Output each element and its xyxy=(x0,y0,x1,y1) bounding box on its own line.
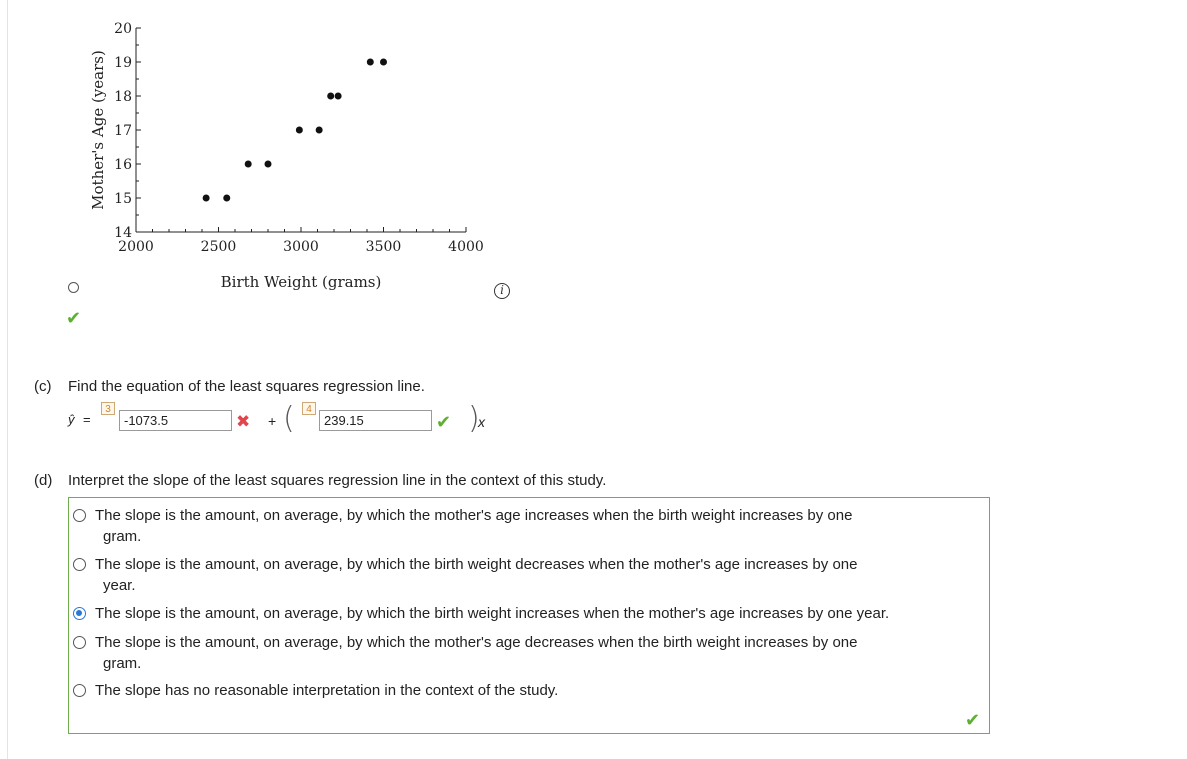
yhat-symbol: ŷ xyxy=(68,412,75,427)
y-tick-label: 20 xyxy=(114,21,132,37)
option-5[interactable]: The slope has no reasonable interpretati… xyxy=(73,680,973,701)
option-4-label: The slope is the amount, on average, by … xyxy=(95,634,858,672)
y-tick-label: 15 xyxy=(114,191,132,207)
y-tick-label: 19 xyxy=(114,55,132,71)
part-c-prompt: Find the equation of the least squares r… xyxy=(68,378,425,395)
intercept-input[interactable] xyxy=(119,410,232,431)
y-tick-label: 14 xyxy=(114,225,132,241)
x-tick-label: 4000 xyxy=(448,239,484,255)
graph-correct-check-icon: ✔ xyxy=(66,308,82,328)
x-tick-labels: 2000 2500 3000 3500 4000 xyxy=(118,239,484,255)
option-4[interactable]: The slope is the amount, on average, by … xyxy=(73,632,973,674)
option-2-radio[interactable] xyxy=(73,558,86,571)
x-variable: x xyxy=(478,414,485,430)
x-tick-label: 3500 xyxy=(366,239,402,255)
y-tick-label: 18 xyxy=(114,89,132,105)
option-2-label: The slope is the amount, on average, by … xyxy=(95,556,858,594)
option-3-radio-selected[interactable] xyxy=(73,607,86,620)
y-tick-label: 16 xyxy=(114,157,132,173)
option-5-label: The slope has no reasonable interpretati… xyxy=(95,682,559,699)
intercept-incorrect-icon: ✖ xyxy=(236,412,251,431)
graph-option-radio[interactable] xyxy=(68,282,79,293)
slope-input[interactable] xyxy=(319,410,432,431)
info-icon[interactable]: i xyxy=(494,283,510,299)
slope-attempt-badge: 4 xyxy=(302,402,316,415)
left-margin-rule xyxy=(7,0,8,759)
slope-correct-check-icon: ✔ xyxy=(436,412,452,432)
option-1[interactable]: The slope is the amount, on average, by … xyxy=(73,505,973,547)
data-point xyxy=(327,92,335,100)
data-point xyxy=(264,160,272,168)
data-point xyxy=(202,194,210,202)
plus-sign: + xyxy=(268,413,277,429)
open-paren: ( xyxy=(283,401,295,436)
data-point xyxy=(295,126,303,134)
y-axis-title: Mother's Age (years) xyxy=(89,50,107,210)
option-3-label: The slope is the amount, on average, by … xyxy=(95,605,890,622)
y-tick-labels: 14 15 16 17 18 19 20 xyxy=(114,21,132,241)
data-point xyxy=(380,58,387,66)
close-paren: ) xyxy=(468,401,480,436)
option-1-label: The slope is the amount, on average, by … xyxy=(95,507,853,545)
equals-sign: = xyxy=(83,412,91,427)
option-1-radio[interactable] xyxy=(73,509,86,522)
x-tick-label: 2500 xyxy=(201,239,237,255)
x-axis-title: Birth Weight (grams) xyxy=(221,273,382,291)
part-d-label: (d) xyxy=(34,472,53,489)
x-tick-label: 2000 xyxy=(118,239,154,255)
data-points xyxy=(202,58,387,202)
intercept-attempt-badge: 3 xyxy=(101,402,115,415)
part-c-label: (c) xyxy=(34,378,52,395)
option-5-radio[interactable] xyxy=(73,684,86,697)
data-point xyxy=(244,160,252,168)
y-tick-label: 17 xyxy=(114,123,132,139)
option-3[interactable]: The slope is the amount, on average, by … xyxy=(73,603,973,624)
data-point xyxy=(223,194,231,202)
option-2[interactable]: The slope is the amount, on average, by … xyxy=(73,554,973,596)
x-tick-label: 3000 xyxy=(283,239,319,255)
option-4-radio[interactable] xyxy=(73,636,86,649)
plot-axes xyxy=(135,27,467,233)
data-point xyxy=(334,92,342,100)
part-d-prompt: Interpret the slope of the least squares… xyxy=(68,472,607,489)
data-point xyxy=(315,126,323,134)
part-d-correct-check-icon: ✔ xyxy=(965,710,981,730)
data-point xyxy=(366,58,374,66)
answer-choices-box xyxy=(68,497,990,734)
scatter-plot: 14 15 16 17 18 19 20 2000 2500 3000 3500 4000 Birt… xyxy=(89,21,484,291)
